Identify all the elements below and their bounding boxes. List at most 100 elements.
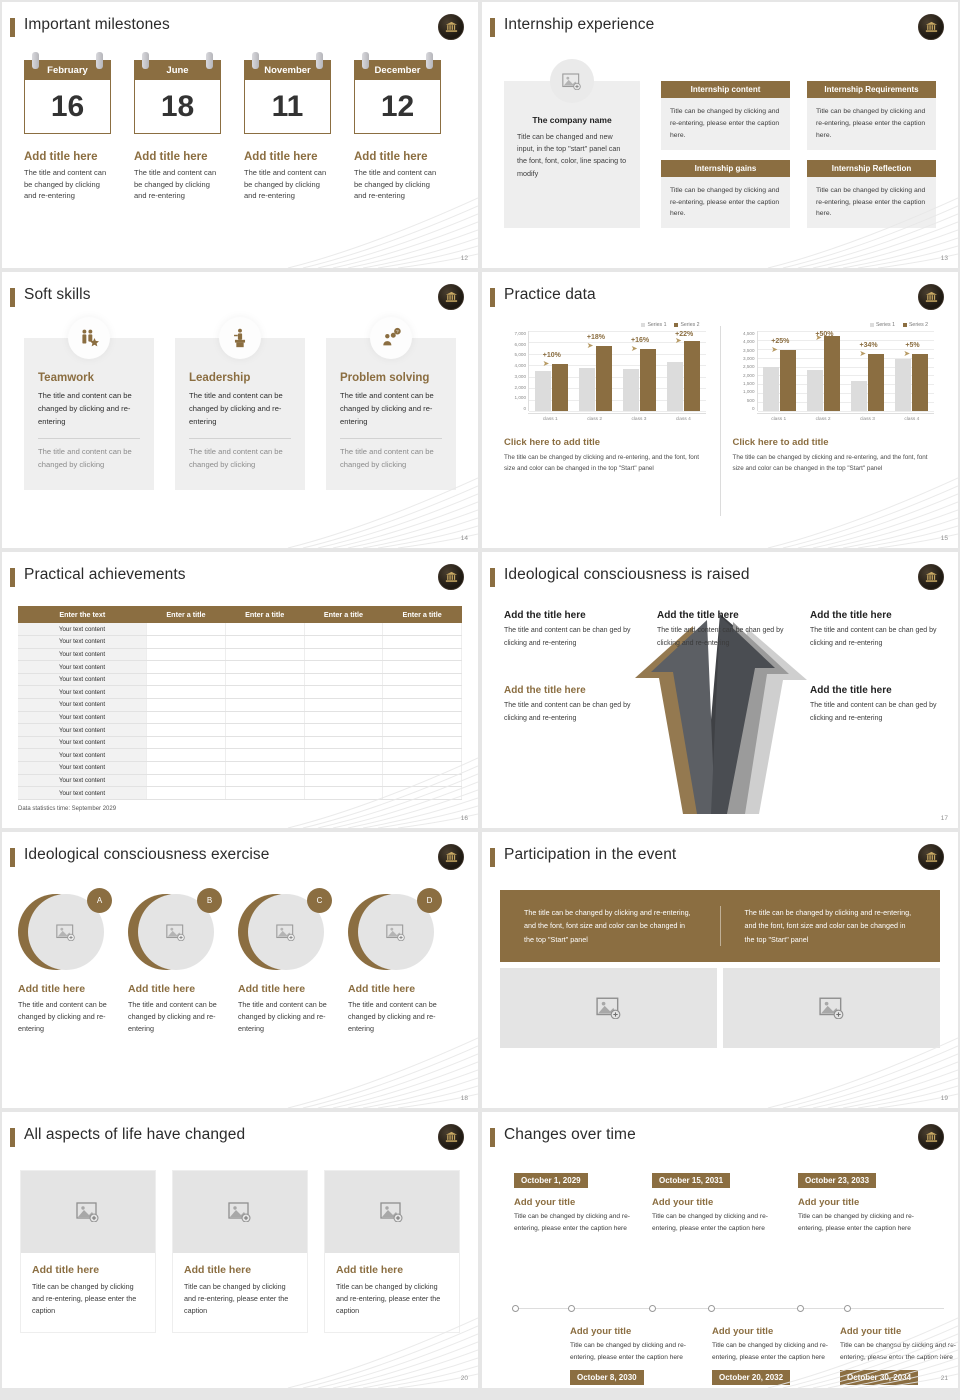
image-placeholder-icon[interactable] xyxy=(500,967,717,1048)
image-placeholder-icon[interactable] xyxy=(325,1171,459,1253)
table-cell[interactable] xyxy=(225,623,305,637)
image-placeholder-icon[interactable] xyxy=(21,1171,155,1253)
table-cell[interactable] xyxy=(382,736,462,750)
table-cell[interactable] xyxy=(225,786,305,800)
table-cell[interactable] xyxy=(304,660,384,674)
table-row[interactable]: Your text content xyxy=(18,786,462,800)
table-row[interactable]: Your text content xyxy=(18,761,462,775)
table-cell[interactable] xyxy=(382,635,462,649)
achievements-table[interactable]: Enter the text Enter a title Enter a title… xyxy=(18,606,462,800)
calendar-pin-icon xyxy=(316,52,323,69)
column-header[interactable]: Enter a title xyxy=(225,606,305,623)
table-cell[interactable] xyxy=(382,698,462,712)
table-cell[interactable] xyxy=(146,786,226,800)
table-cell[interactable] xyxy=(304,685,384,700)
table-row[interactable]: Your text content xyxy=(18,635,462,649)
table-cell[interactable] xyxy=(225,698,305,712)
table-row[interactable]: Your text content xyxy=(18,748,462,763)
column-header[interactable]: Enter a title xyxy=(382,606,462,623)
table-cell[interactable] xyxy=(304,623,384,637)
image-placeholder-icon[interactable] xyxy=(723,967,940,1048)
table-cell[interactable] xyxy=(146,698,226,712)
table-cell[interactable]: Your text content xyxy=(18,774,148,788)
table-cell[interactable] xyxy=(304,774,384,788)
column-header[interactable]: Enter a title xyxy=(146,606,226,623)
table-cell[interactable] xyxy=(225,748,305,763)
table-cell[interactable]: Your text content xyxy=(18,748,148,763)
table-cell[interactable]: Your text content xyxy=(18,685,148,700)
table-cell[interactable] xyxy=(146,761,226,775)
table-row[interactable]: Your text content xyxy=(18,673,462,687)
table-cell[interactable] xyxy=(146,648,226,662)
column-header[interactable]: Enter a title xyxy=(304,606,383,623)
table-cell[interactable] xyxy=(146,623,226,637)
table-cell[interactable] xyxy=(382,711,462,725)
table-cell[interactable] xyxy=(146,673,226,687)
table-cell[interactable] xyxy=(146,660,226,674)
table-cell[interactable] xyxy=(146,774,226,788)
table-cell[interactable]: Your text content xyxy=(18,723,148,737)
table-cell[interactable]: Your text content xyxy=(18,635,148,649)
table-cell[interactable] xyxy=(304,761,384,775)
table-cell[interactable] xyxy=(382,673,462,687)
table-row[interactable]: Your text content xyxy=(18,623,462,637)
list-item: A Add title here The title and content c… xyxy=(18,888,123,1036)
table-cell[interactable] xyxy=(382,648,462,662)
table-row[interactable]: Your text content xyxy=(18,711,462,725)
table-cell[interactable] xyxy=(382,774,462,788)
table-cell[interactable] xyxy=(382,685,462,700)
table-cell[interactable] xyxy=(146,711,226,725)
table-row[interactable]: Your text content xyxy=(18,685,462,700)
table-cell[interactable] xyxy=(225,673,305,687)
table-cell[interactable] xyxy=(146,635,226,649)
table-row[interactable]: Your text content xyxy=(18,660,462,674)
table-cell[interactable] xyxy=(382,660,462,674)
table-cell[interactable] xyxy=(225,723,305,737)
table-cell[interactable]: Your text content xyxy=(18,711,148,725)
table-cell[interactable]: Your text content xyxy=(18,660,148,674)
table-cell[interactable] xyxy=(146,685,226,700)
table-cell[interactable] xyxy=(304,736,384,750)
table-cell[interactable] xyxy=(382,723,462,737)
table-cell[interactable] xyxy=(225,736,305,750)
table-cell[interactable]: Your text content xyxy=(18,786,148,800)
table-row[interactable]: Your text content xyxy=(18,736,462,750)
table-cell[interactable] xyxy=(382,748,462,763)
table-cell[interactable] xyxy=(146,748,226,763)
table-row[interactable]: Your text content xyxy=(18,774,462,788)
column-header[interactable]: Enter the text xyxy=(18,606,147,623)
table-cell[interactable] xyxy=(304,635,384,649)
table-cell[interactable] xyxy=(304,748,384,763)
table-cell[interactable] xyxy=(382,623,462,637)
table-cell[interactable] xyxy=(146,723,226,737)
table-cell[interactable] xyxy=(382,786,462,800)
table-cell[interactable] xyxy=(304,723,384,737)
table-cell[interactable] xyxy=(382,761,462,775)
table-cell[interactable] xyxy=(304,711,384,725)
table-cell[interactable]: Your text content xyxy=(18,761,148,775)
table-cell[interactable] xyxy=(304,673,384,687)
table-cell[interactable]: Your text content xyxy=(18,623,148,637)
table-cell[interactable] xyxy=(225,660,305,674)
table-cell[interactable] xyxy=(225,761,305,775)
table-row[interactable]: Your text content xyxy=(18,698,462,712)
table-cell[interactable] xyxy=(304,698,384,712)
image-placeholder-icon[interactable] xyxy=(550,59,594,103)
image-placeholder-icon[interactable] xyxy=(173,1171,307,1253)
table-cell[interactable] xyxy=(225,635,305,649)
table-cell[interactable] xyxy=(225,648,305,662)
table-cell[interactable] xyxy=(304,786,384,800)
table-cell[interactable]: Your text content xyxy=(18,673,148,687)
table-cell[interactable]: Your text content xyxy=(18,698,148,712)
list-item: Add the title here The title and content… xyxy=(810,610,958,650)
table-cell[interactable]: Your text content xyxy=(18,736,148,750)
table-cell[interactable] xyxy=(146,736,226,750)
calendar-pin-icon xyxy=(252,52,259,69)
table-cell[interactable] xyxy=(304,648,384,662)
table-cell[interactable]: Your text content xyxy=(18,648,148,662)
table-cell[interactable] xyxy=(225,685,305,700)
table-row[interactable]: Your text content xyxy=(18,723,462,737)
table-row[interactable]: Your text content xyxy=(18,648,462,662)
table-cell[interactable] xyxy=(225,774,305,788)
table-cell[interactable] xyxy=(225,711,305,725)
